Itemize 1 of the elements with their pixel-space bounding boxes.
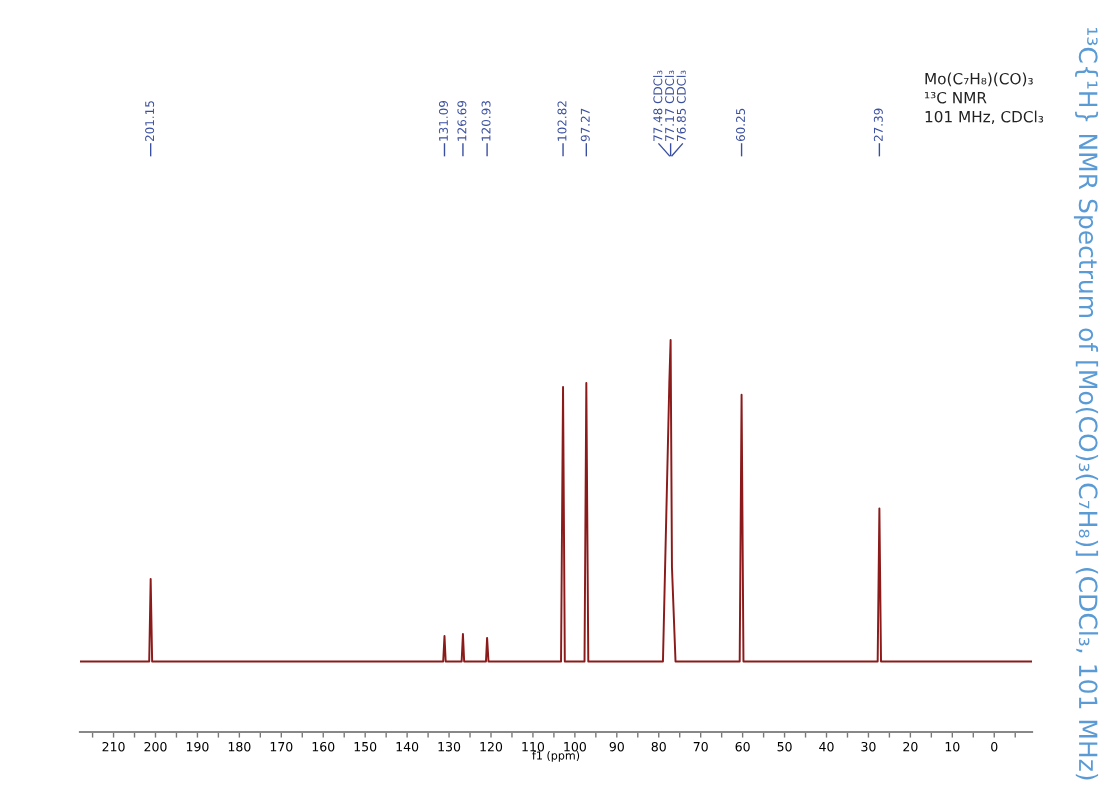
text: ¹³C{¹H} NMR Spectrum of [Mo(CO)₃(C₇H₈)] (CDCl₃, 101 MHz) [1073,28,1099,780]
